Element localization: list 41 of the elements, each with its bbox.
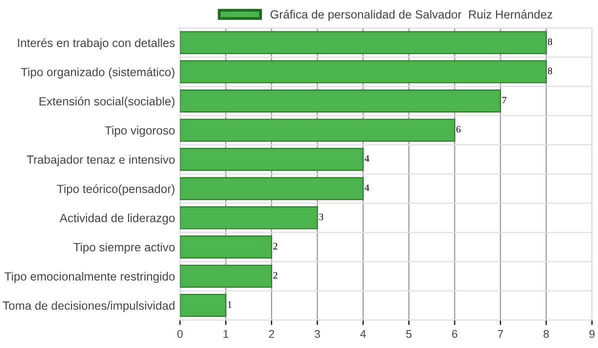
- data-label: 8: [548, 68, 552, 74]
- data-label: 7: [502, 96, 506, 104]
- bar: [180, 31, 547, 54]
- data-label: 4: [364, 155, 370, 162]
- bar: [180, 89, 501, 113]
- data-label: 2: [273, 242, 278, 250]
- data-label: 2: [273, 272, 278, 279]
- legend-label: Gráfica de personalidad de Salvador Ruiz Hernández: [270, 10, 552, 21]
- bar: [180, 148, 364, 171]
- x-tick-label: 1: [224, 330, 228, 338]
- y-tick-label: Actividad de liderazgo: [60, 214, 175, 225]
- bar: [180, 206, 318, 230]
- bar: [180, 235, 272, 259]
- bar: [180, 294, 226, 317]
- data-label: 4: [364, 184, 370, 191]
- bar: [180, 264, 272, 288]
- data-label: 3: [319, 214, 324, 220]
- x-tick-label: 3: [314, 330, 320, 338]
- y-tick-label: Trabajador tenaz e intensivo: [26, 155, 175, 166]
- y-tick-label: Interés en trabajo con detalles: [18, 38, 175, 50]
- x-tick-label: 9: [589, 330, 595, 338]
- data-label: 1: [228, 301, 232, 308]
- bar: [180, 60, 547, 84]
- bar: [180, 177, 364, 200]
- y-tick-label: Tipo emocionalmente restringido: [4, 272, 175, 283]
- x-tick-label: 7: [498, 330, 503, 338]
- x-tick-label: 4: [360, 330, 366, 338]
- y-tick-label: Tipo vigoroso: [104, 126, 175, 137]
- x-tick-label: 0: [177, 330, 183, 338]
- y-tick-label: Toma de decisiones/impulsividad: [2, 301, 174, 312]
- data-label: 6: [456, 126, 461, 133]
- y-tick-label: Tipo teórico(pensador): [57, 184, 174, 196]
- x-tick-label: 8: [544, 330, 549, 338]
- x-tick-label: 6: [452, 330, 458, 338]
- x-tick-label: 5: [406, 330, 412, 338]
- y-tick-label: Tipo siempre activo: [74, 242, 175, 254]
- y-tick-label: Extensión social(sociable): [40, 96, 174, 108]
- bar: [180, 118, 456, 142]
- x-tick-label: 2: [269, 330, 274, 338]
- data-label: 8: [548, 38, 552, 46]
- y-tick-label: Tipo organizado (sistemático): [21, 67, 174, 79]
